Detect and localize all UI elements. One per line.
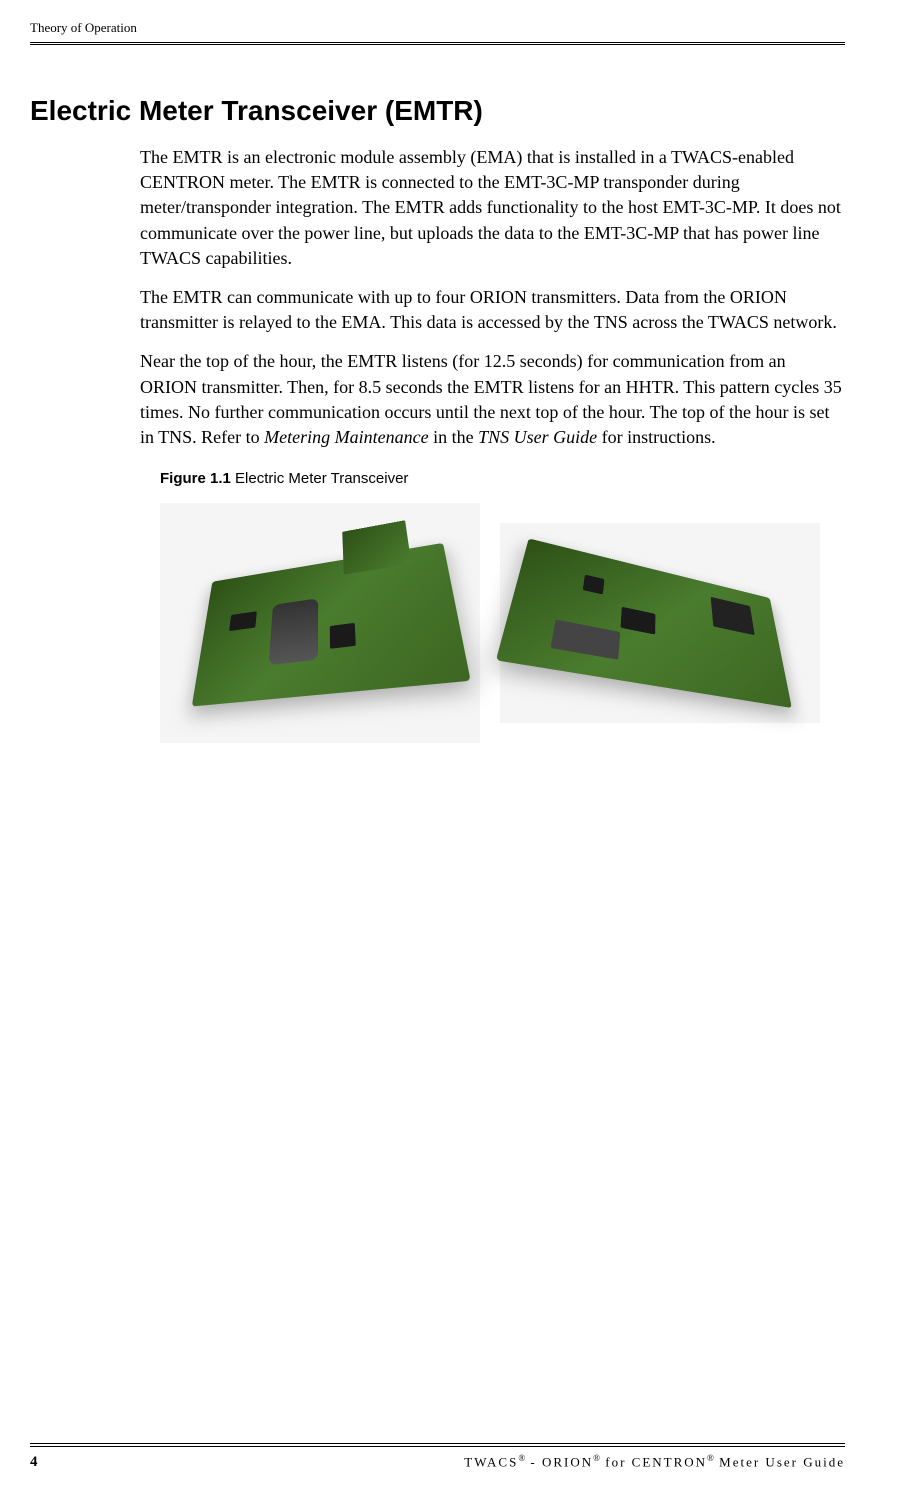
page-header: Theory of Operation xyxy=(30,20,845,36)
p3-italic-1: Metering Maintenance xyxy=(264,427,428,447)
footer-twacs: TWACS xyxy=(464,1454,518,1469)
registered-icon: ® xyxy=(593,1453,600,1463)
figure-title: Electric Meter Transceiver xyxy=(235,470,408,487)
circuit-board-image-2 xyxy=(500,523,820,723)
page-number: 4 xyxy=(30,1454,38,1471)
footer-guide-title: TWACS® - ORION® for CENTRON® Meter User … xyxy=(464,1453,845,1470)
header-rule-2 xyxy=(30,44,845,45)
footer-rule-1 xyxy=(30,1443,845,1444)
figure-container xyxy=(160,503,845,743)
chip-detail xyxy=(330,623,356,649)
figure-label: Figure 1.1 xyxy=(160,470,231,487)
footer-orion: - ORION xyxy=(525,1454,593,1469)
footer-centron: for CENTRON xyxy=(600,1454,707,1469)
header-rule-1 xyxy=(30,42,845,43)
footer-content: 4 TWACS® - ORION® for CENTRON® Meter Use… xyxy=(30,1453,845,1471)
p3-text-2: in the xyxy=(429,427,479,447)
chip-detail xyxy=(229,611,257,631)
p3-italic-2: TNS User Guide xyxy=(478,427,597,447)
paragraph-1: The EMTR is an electronic module assembl… xyxy=(140,145,845,271)
paragraph-3: Near the top of the hour, the EMTR liste… xyxy=(140,349,845,450)
figure-caption: Figure 1.1 Electric Meter Transceiver xyxy=(160,470,845,487)
pcb-render-1 xyxy=(192,543,471,707)
section-title: Theory of Operation xyxy=(30,20,137,35)
chip-detail xyxy=(583,575,605,595)
circuit-board-image-1 xyxy=(160,503,480,743)
paragraph-2: The EMTR can communicate with up to four… xyxy=(140,285,845,335)
main-heading: Electric Meter Transceiver (EMTR) xyxy=(30,95,845,127)
footer-rule-2 xyxy=(30,1446,845,1447)
page-footer: 4 TWACS® - ORION® for CENTRON® Meter Use… xyxy=(30,1443,845,1471)
footer-guide: Meter User Guide xyxy=(714,1454,845,1469)
p3-text-3: for instructions. xyxy=(597,427,716,447)
pcb-render-2 xyxy=(496,538,792,708)
chip-detail xyxy=(620,607,655,635)
registered-icon: ® xyxy=(707,1453,714,1463)
